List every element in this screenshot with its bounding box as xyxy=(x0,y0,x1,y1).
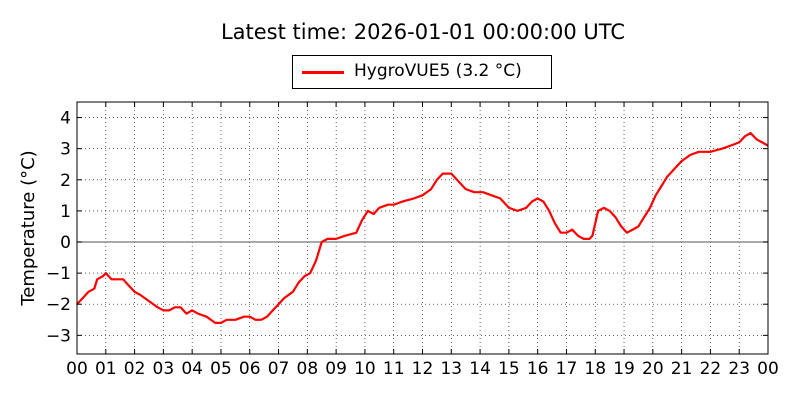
x-tick-label: 06 xyxy=(239,359,261,379)
y-ticks: −3 −2 −1 0 1 2 3 4 xyxy=(46,109,768,346)
x-tick-label: 13 xyxy=(440,359,462,379)
x-tick-label: 20 xyxy=(642,359,664,379)
series-line xyxy=(76,132,769,324)
x-tick-label: 21 xyxy=(671,359,693,379)
series-group xyxy=(76,132,769,324)
x-tick-label: 10 xyxy=(354,359,376,379)
legend-label: HygroVUE5 (3.2 °C) xyxy=(354,61,522,81)
y-tick-label: 3 xyxy=(60,140,71,160)
x-tick-label: 02 xyxy=(124,359,146,379)
x-tick-label: 05 xyxy=(210,359,232,379)
x-tick-label: 19 xyxy=(613,359,635,379)
x-tick-label: 15 xyxy=(498,359,520,379)
x-tick-label: 03 xyxy=(153,359,175,379)
x-tick-label: 23 xyxy=(728,359,750,379)
y-axis-label: Temperature (°C) xyxy=(18,150,39,306)
x-tick-label: 00 xyxy=(66,359,88,379)
y-tick-label: 1 xyxy=(60,202,71,222)
x-tick-label: 16 xyxy=(527,359,549,379)
y-tick-label: −1 xyxy=(46,264,71,284)
x-tick-label: 18 xyxy=(584,359,606,379)
x-tick-label: 17 xyxy=(556,359,578,379)
x-ticks: 00 01 02 03 04 05 06 07 08 09 10 11 12 13 14 15 16 17 18 19… xyxy=(66,102,779,379)
x-tick-label: 07 xyxy=(268,359,290,379)
x-tick-label: 01 xyxy=(95,359,117,379)
x-tick-label: 09 xyxy=(325,359,347,379)
x-tick-label: 00 xyxy=(757,359,779,379)
x-tick-label: 11 xyxy=(383,359,405,379)
chart-title: Latest time: 2026-01-01 00:00:00 UTC xyxy=(220,20,626,44)
x-tick-label: 22 xyxy=(700,359,722,379)
y-tick-label: 0 xyxy=(60,233,71,253)
y-tick-label: 4 xyxy=(60,109,71,129)
legend: HygroVUE5 (3.2 °C) xyxy=(292,55,552,89)
grid-lines xyxy=(77,102,768,354)
x-tick-label: 12 xyxy=(412,359,434,379)
y-tick-label: −3 xyxy=(46,326,71,346)
x-tick-label: 08 xyxy=(297,359,319,379)
x-tick-label: 14 xyxy=(469,359,491,379)
x-tick-label: 04 xyxy=(181,359,203,379)
plot-frame xyxy=(76,101,769,355)
legend-line-swatch xyxy=(302,71,344,74)
y-tick-label: −2 xyxy=(46,295,71,315)
y-tick-label: 2 xyxy=(60,171,71,191)
